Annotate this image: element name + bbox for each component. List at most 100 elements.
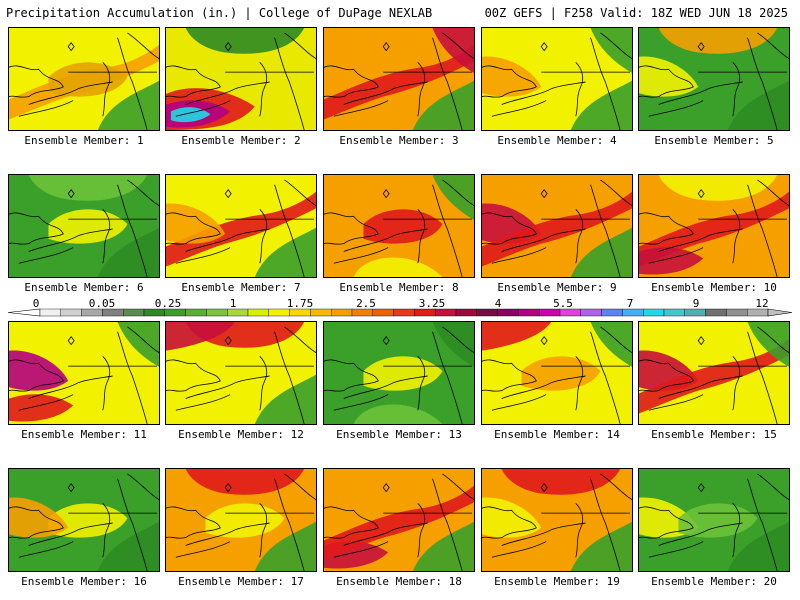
precip-contour-region xyxy=(166,322,236,351)
geographic-boundary xyxy=(600,32,632,59)
geographic-boundary xyxy=(175,247,231,264)
ensemble-map-panel xyxy=(323,174,475,278)
colorbar-swatch xyxy=(247,308,269,317)
geographic-boundary xyxy=(491,394,547,411)
precip-contour-region xyxy=(482,322,552,351)
geographic-boundary xyxy=(600,473,632,500)
colorbar-swatch xyxy=(726,308,748,317)
location-marker-icon xyxy=(382,336,390,346)
colorbar-swatch xyxy=(643,308,665,317)
geographic-boundary xyxy=(575,356,584,411)
precip-map xyxy=(166,175,316,277)
geographic-boundary xyxy=(747,37,778,130)
geographic-boundary xyxy=(324,506,379,539)
colorbar-swatch xyxy=(559,308,581,317)
geographic-boundary xyxy=(491,247,547,264)
precip-contour-region xyxy=(205,503,285,538)
location-marker-icon xyxy=(67,189,75,199)
geographic-boundary xyxy=(575,62,584,117)
geographic-boundary xyxy=(185,228,270,252)
colorbar-swatch xyxy=(622,308,644,317)
ensemble-map-panel xyxy=(165,468,317,572)
colorbar-swatch xyxy=(206,308,228,317)
geographic-boundary xyxy=(648,541,704,558)
geographic-boundary xyxy=(590,184,621,277)
precip-contour-region xyxy=(363,356,443,391)
colorbar-min-arrow xyxy=(7,308,41,317)
location-marker-icon xyxy=(224,336,232,346)
geographic-boundary xyxy=(757,32,789,59)
colorbar-tick-label: 7 xyxy=(626,297,634,310)
geographic-boundary xyxy=(259,62,268,117)
precip-contour-region xyxy=(658,28,778,54)
location-marker-icon xyxy=(697,42,705,52)
geographic-boundary xyxy=(600,179,632,206)
geographic-boundary xyxy=(658,81,743,105)
geographic-boundary xyxy=(501,81,586,105)
precip-map xyxy=(9,175,159,277)
colorbar-swatch xyxy=(268,308,290,317)
precip-map xyxy=(482,175,632,277)
precip-contour-region xyxy=(117,322,159,367)
geographic-boundary xyxy=(185,81,270,105)
geographic-boundary xyxy=(639,359,694,392)
location-marker-icon xyxy=(697,189,705,199)
colorbar-swatch xyxy=(393,308,415,317)
geographic-boundary xyxy=(102,503,111,558)
geographic-boundary xyxy=(274,184,305,277)
location-marker-icon xyxy=(697,483,705,493)
geographic-boundary xyxy=(9,506,64,539)
precip-contour-region xyxy=(482,191,632,267)
geographic-boundary xyxy=(600,326,632,353)
colorbar-swatch xyxy=(351,308,373,317)
precip-contour-region xyxy=(166,191,316,267)
geographic-boundary xyxy=(166,359,221,392)
geographic-boundary xyxy=(482,65,537,98)
ensemble-map-panel xyxy=(638,174,790,278)
colorbar-swatch xyxy=(476,308,498,317)
colorbar-swatch xyxy=(518,308,540,317)
geographic-boundary xyxy=(442,473,474,500)
geographic-boundary xyxy=(117,37,148,130)
precip-contour-region xyxy=(363,209,443,244)
precip-contour-region xyxy=(658,175,778,201)
precip-contour-region xyxy=(501,469,621,495)
ensemble-member-label: Ensemble Member: 9 xyxy=(497,281,617,294)
geographic-boundary xyxy=(324,65,379,98)
ensemble-map-panel xyxy=(8,321,160,425)
geographic-boundary xyxy=(185,375,270,399)
colorbar-swatch xyxy=(663,308,685,317)
colorbar-swatch xyxy=(455,308,477,317)
ensemble-map-panel xyxy=(323,27,475,131)
precip-contour-region xyxy=(432,175,474,220)
ensemble-map-panel xyxy=(8,468,160,572)
geographic-boundary xyxy=(284,326,316,353)
colorbar-tick-label: 1.75 xyxy=(286,297,314,310)
geographic-boundary xyxy=(324,212,379,245)
colorbar-swatch xyxy=(60,308,82,317)
precip-contour-region xyxy=(678,503,758,538)
geographic-boundary xyxy=(639,212,694,245)
precip-map xyxy=(9,322,159,424)
location-marker-icon xyxy=(382,483,390,493)
ensemble-map-panel xyxy=(481,174,633,278)
location-marker-icon xyxy=(224,42,232,52)
colorbar-swatch xyxy=(414,308,436,317)
geographic-boundary xyxy=(117,331,148,424)
geographic-boundary xyxy=(482,212,537,245)
geographic-boundary xyxy=(648,247,704,264)
geographic-boundary xyxy=(28,375,113,399)
colorbar-swatch xyxy=(705,308,727,317)
precip-contour-region xyxy=(48,503,128,538)
ensemble-member-label: Ensemble Member: 7 xyxy=(181,281,301,294)
geographic-boundary xyxy=(127,473,159,500)
precip-map xyxy=(482,469,632,571)
geographic-boundary xyxy=(18,247,74,264)
geographic-boundary xyxy=(757,326,789,353)
geographic-boundary xyxy=(590,37,621,130)
geographic-boundary xyxy=(18,100,74,117)
geographic-boundary xyxy=(343,522,428,546)
colorbar-swatch xyxy=(310,308,332,317)
geographic-boundary xyxy=(102,209,111,264)
geographic-boundary xyxy=(482,506,537,539)
